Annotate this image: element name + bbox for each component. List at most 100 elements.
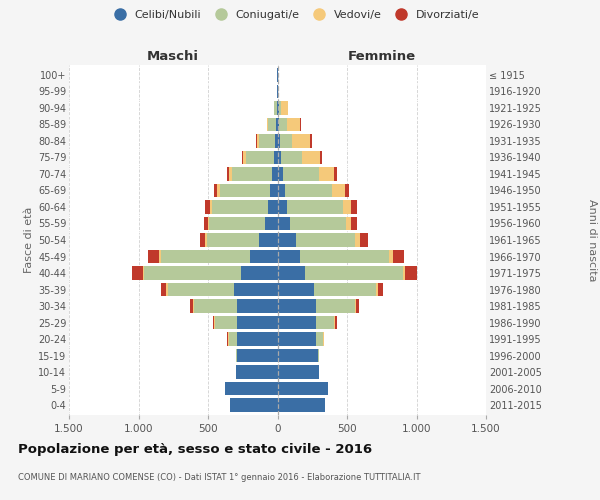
Bar (193, 300, 194, 313)
Bar (268, 118, 276, 131)
Bar (259, 134, 275, 147)
Bar (277, 134, 280, 147)
Bar (224, 382, 277, 396)
Bar (277, 233, 296, 247)
Bar (279, 118, 287, 131)
Bar (257, 134, 259, 147)
Bar (210, 200, 212, 214)
Bar (377, 283, 383, 296)
Bar (190, 300, 193, 313)
Bar (256, 134, 257, 147)
Bar (393, 250, 404, 264)
Bar (236, 349, 237, 362)
Bar (292, 134, 310, 147)
Bar (346, 216, 351, 230)
Bar (320, 150, 322, 164)
Bar (360, 233, 368, 247)
Bar (356, 300, 359, 313)
Bar (242, 150, 244, 164)
Bar (345, 184, 349, 197)
Bar (277, 200, 287, 214)
Bar (267, 118, 268, 131)
Bar (277, 349, 318, 362)
Bar (351, 216, 357, 230)
Bar (287, 118, 301, 131)
Bar (277, 398, 325, 412)
Bar (229, 167, 232, 180)
Bar (277, 266, 305, 280)
Bar (278, 101, 281, 114)
Bar (167, 283, 235, 296)
Bar (324, 332, 325, 346)
Bar (351, 200, 357, 214)
Bar (281, 150, 302, 164)
Bar (277, 250, 300, 264)
Bar (274, 101, 277, 114)
Bar (355, 300, 356, 313)
Bar (205, 200, 210, 214)
Bar (334, 316, 335, 330)
Bar (277, 150, 281, 164)
Bar (232, 167, 272, 180)
Bar (217, 184, 220, 197)
Bar (274, 150, 277, 164)
Bar (194, 300, 237, 313)
Text: COMUNE DI MARIANO COMENSE (CO) - Dati ISTAT 1° gennaio 2016 - Elaborazione TUTTI: COMUNE DI MARIANO COMENSE (CO) - Dati IS… (18, 472, 421, 482)
Bar (332, 184, 345, 197)
Bar (277, 283, 314, 296)
Bar (144, 266, 241, 280)
Bar (206, 233, 259, 247)
Bar (277, 167, 283, 180)
Bar (280, 134, 292, 147)
Bar (290, 216, 346, 230)
Legend: Celibi/Nubili, Coniugati/e, Vedovi/e, Divorziati/e: Celibi/Nubili, Coniugati/e, Vedovi/e, Di… (104, 6, 484, 25)
Bar (236, 366, 277, 379)
Bar (214, 184, 217, 197)
Bar (406, 266, 416, 280)
Bar (403, 266, 406, 280)
Bar (285, 184, 332, 197)
Text: Anni di nascita: Anni di nascita (587, 198, 597, 281)
Bar (272, 167, 277, 180)
Bar (314, 283, 376, 296)
Bar (300, 250, 389, 264)
Bar (229, 332, 237, 346)
Bar (335, 316, 337, 330)
Bar (259, 233, 277, 247)
Bar (227, 167, 229, 180)
Bar (237, 349, 277, 362)
Bar (296, 233, 355, 247)
Bar (277, 184, 285, 197)
Bar (220, 184, 270, 197)
Bar (334, 167, 337, 180)
Text: Femmine: Femmine (347, 50, 416, 62)
Bar (246, 150, 274, 164)
Bar (200, 233, 205, 247)
Bar (160, 250, 161, 264)
Bar (270, 184, 277, 197)
Bar (355, 233, 360, 247)
Bar (318, 349, 319, 362)
Y-axis label: Fasce di età: Fasce di età (23, 207, 34, 273)
Bar (319, 167, 334, 180)
Bar (227, 332, 228, 346)
Bar (277, 332, 316, 346)
Bar (283, 167, 319, 180)
Bar (268, 200, 277, 214)
Bar (166, 283, 167, 296)
Bar (205, 233, 206, 247)
Bar (212, 200, 268, 214)
Bar (228, 332, 229, 346)
Bar (215, 316, 237, 330)
Bar (209, 216, 265, 230)
Bar (277, 316, 316, 330)
Bar (310, 134, 311, 147)
Bar (148, 250, 160, 264)
Bar (305, 266, 403, 280)
Bar (316, 300, 355, 313)
Bar (277, 216, 290, 230)
Bar (132, 266, 143, 280)
Bar (276, 118, 277, 131)
Bar (277, 382, 328, 396)
Bar (389, 250, 393, 264)
